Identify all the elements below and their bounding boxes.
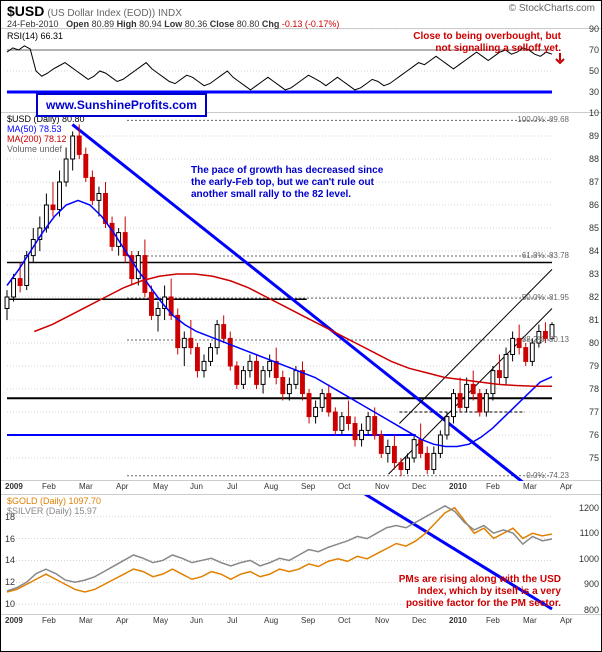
chart-header: $USD (US Dollar Index (EOD)) INDX 24-Feb… [1, 1, 601, 29]
x-axis-lower: 2009FebMarAprMayJunJulAugSepOctNovDec201… [1, 615, 601, 629]
price-panel: $USD (Daily) 80.80 MA(50) 78.53 MA(200) … [1, 113, 601, 481]
ticker-symbol: $USD [7, 3, 44, 19]
lower-annotation: PMs are rising along with the USDIndex, … [331, 574, 561, 610]
price-annotation: The pace of growth has decreased sinceth… [191, 165, 451, 201]
website-link[interactable]: www.SunshineProfits.com [36, 93, 207, 117]
x-axis-upper: 2009FebMarAprMayJunJulAugSepOctNovDec201… [1, 481, 601, 495]
lower-panel: $GOLD (Daily) 1097.70 $SILVER (Daily) 15… [1, 495, 601, 615]
credit-text: © StockCharts.com [509, 3, 595, 14]
rsi-label: RSI(14) 66.31 [7, 31, 63, 41]
chart-container: $USD (US Dollar Index (EOD)) INDX 24-Feb… [0, 0, 602, 652]
ohlc-line: 24-Feb-2010 Open 80.89 High 80.94 Low 80… [7, 19, 595, 29]
rsi-annotation: Close to being overbought, butnot signal… [413, 31, 561, 55]
price-labels: $USD (Daily) 80.80 MA(50) 78.53 MA(200) … [7, 115, 85, 155]
ticker-desc: (US Dollar Index (EOD)) INDX [47, 8, 181, 19]
lower-labels: $GOLD (Daily) 1097.70 $SILVER (Daily) 15… [7, 497, 101, 517]
